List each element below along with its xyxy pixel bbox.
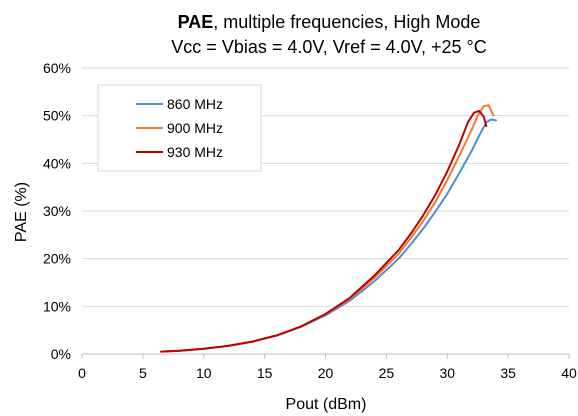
legend-label: 930 MHz [167,144,223,160]
x-tick-label: 25 [379,365,395,381]
series-lines [160,104,497,353]
x-tick-labels: 0 5 10 15 20 25 30 35 40 [78,365,577,381]
legend-box [97,84,262,172]
x-axis-label: Pout (dBm) [286,396,367,413]
chart-title: PAE, multiple frequencies, High Mode [178,12,481,32]
chart-subtitle: Vcc = Vbias = 4.0V, Vref = 4.0V, +25 °C [171,37,486,57]
y-tick-label: 20% [43,251,71,267]
x-tick-label: 5 [139,365,147,381]
x-tick-label: 15 [257,365,273,381]
x-tick-label: 20 [318,365,334,381]
chart-title-rest: , multiple frequencies, High Mode [213,12,480,32]
chart-title-bold: PAE [178,12,214,32]
x-tick-label: 0 [78,365,86,381]
y-tick-label: 30% [43,203,71,219]
legend: 860 MHz 900 MHz 930 MHz [97,84,262,172]
series-line-930-mhz [160,109,488,353]
x-tick-label: 35 [500,365,516,381]
y-tick-label: 50% [43,108,71,124]
y-tick-labels: 0% 10% 20% 30% 40% 50% 60% [43,60,71,362]
legend-label: 900 MHz [167,120,223,136]
x-tick-label: 40 [561,365,577,381]
y-axis-label: PAE (%) [13,182,30,242]
y-tick-label: 60% [43,60,71,76]
x-tick-label: 30 [439,365,455,381]
y-tick-label: 40% [43,155,71,171]
axes [81,353,570,359]
y-tick-label: 0% [51,346,71,362]
x-tick-label: 10 [196,365,212,381]
legend-label: 860 MHz [167,96,223,112]
y-tick-label: 10% [43,298,71,314]
